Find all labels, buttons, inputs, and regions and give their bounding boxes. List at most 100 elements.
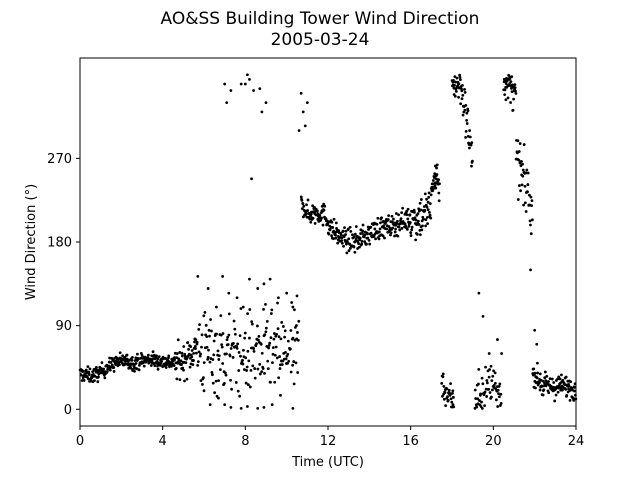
- data-point: [210, 329, 213, 333]
- data-point: [435, 173, 439, 176]
- data-point: [496, 405, 500, 408]
- data-point: [499, 402, 503, 405]
- data-point: [483, 390, 487, 394]
- data-point: [547, 380, 550, 383]
- data-point: [111, 359, 115, 362]
- data-point: [202, 376, 205, 380]
- data-point: [197, 350, 201, 354]
- data-point: [116, 358, 120, 362]
- data-point: [457, 82, 461, 86]
- data-point: [405, 213, 409, 217]
- data-point: [514, 89, 517, 93]
- data-point: [265, 319, 269, 323]
- data-point: [131, 355, 134, 359]
- data-point: [206, 287, 210, 290]
- x-tick-label: 16: [402, 434, 419, 449]
- data-point: [238, 394, 242, 398]
- data-point: [460, 97, 464, 101]
- data-point: [96, 380, 100, 384]
- data-point: [264, 302, 267, 306]
- data-point: [155, 354, 158, 358]
- data-point: [287, 359, 291, 363]
- data-point: [433, 184, 437, 187]
- data-point: [252, 350, 256, 353]
- data-point: [564, 375, 568, 379]
- data-point: [268, 341, 272, 345]
- data-point: [266, 359, 270, 363]
- data-point: [464, 129, 468, 133]
- data-point: [426, 222, 429, 226]
- data-point: [461, 93, 465, 97]
- data-point: [110, 356, 114, 360]
- data-point: [435, 163, 439, 167]
- data-point: [275, 356, 279, 360]
- data-point: [264, 326, 268, 330]
- data-point: [286, 352, 290, 356]
- data-point: [468, 135, 472, 139]
- data-point: [354, 225, 358, 228]
- data-point: [399, 217, 403, 221]
- data-point: [518, 184, 521, 187]
- data-point: [245, 365, 249, 369]
- data-point: [177, 358, 181, 362]
- data-point: [480, 400, 483, 404]
- data-point: [529, 268, 532, 272]
- data-point: [256, 324, 259, 328]
- data-point: [543, 370, 547, 374]
- data-point: [548, 377, 552, 381]
- data-point: [280, 320, 284, 324]
- data-point: [453, 75, 457, 79]
- data-point: [246, 383, 250, 387]
- data-point: [264, 101, 268, 105]
- data-point: [465, 119, 469, 122]
- data-point: [349, 230, 353, 233]
- data-point: [394, 227, 397, 231]
- data-point: [88, 367, 92, 371]
- data-point: [429, 193, 433, 197]
- data-point: [320, 204, 324, 208]
- data-point: [102, 367, 106, 371]
- data-point: [415, 232, 419, 236]
- data-point: [463, 90, 467, 94]
- data-point: [253, 367, 257, 370]
- data-point: [90, 376, 94, 380]
- x-tick-label: 24: [568, 434, 585, 449]
- data-point: [365, 242, 368, 246]
- data-point: [266, 367, 270, 371]
- data-point: [232, 319, 236, 323]
- data-point: [190, 349, 194, 352]
- data-point: [82, 379, 86, 382]
- data-point: [573, 385, 577, 389]
- data-point: [416, 212, 420, 215]
- data-point: [262, 282, 266, 286]
- data-point: [352, 235, 356, 239]
- data-point: [249, 368, 253, 372]
- data-point: [202, 314, 206, 318]
- data-point: [470, 141, 474, 145]
- data-point: [200, 345, 203, 349]
- data-point: [322, 202, 326, 206]
- data-point: [409, 234, 413, 237]
- data-point: [233, 327, 237, 331]
- y-tick-label: 0: [64, 403, 72, 418]
- data-point: [360, 239, 364, 243]
- data-point: [398, 228, 402, 232]
- data-point: [202, 389, 206, 393]
- data-point: [417, 223, 421, 226]
- data-point: [328, 228, 332, 232]
- data-point: [445, 387, 449, 391]
- data-point: [144, 360, 148, 364]
- data-point: [550, 377, 554, 381]
- data-point: [413, 210, 416, 214]
- data-point: [203, 310, 207, 314]
- data-point: [300, 198, 304, 202]
- data-point: [283, 329, 287, 333]
- data-point: [541, 393, 545, 397]
- data-point: [248, 336, 251, 340]
- data-point: [451, 391, 454, 395]
- data-point: [427, 195, 431, 199]
- data-point: [441, 394, 444, 398]
- data-point: [279, 337, 283, 341]
- data-point: [406, 217, 410, 221]
- data-point: [523, 201, 527, 205]
